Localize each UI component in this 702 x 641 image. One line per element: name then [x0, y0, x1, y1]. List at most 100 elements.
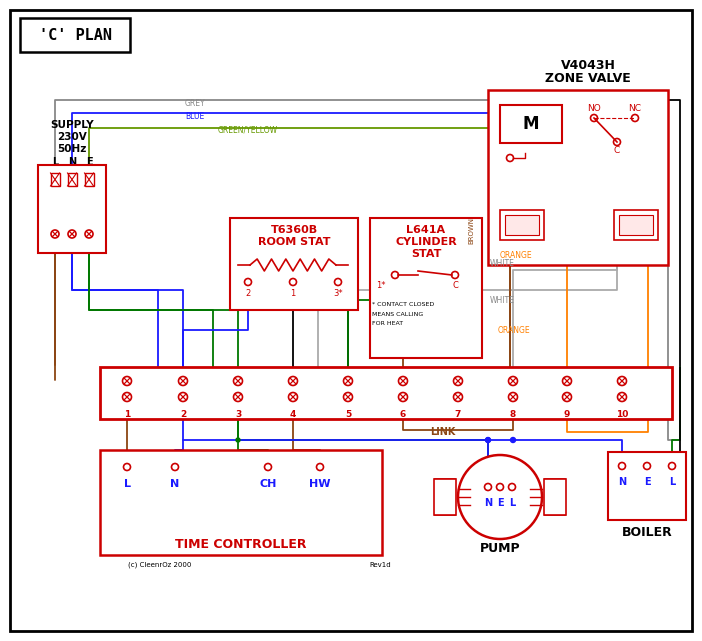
Circle shape [668, 463, 675, 469]
Text: C: C [452, 281, 458, 290]
Circle shape [236, 438, 240, 442]
Circle shape [562, 392, 571, 401]
Text: FOR HEAT: FOR HEAT [372, 320, 403, 326]
Text: GREY: GREY [185, 99, 206, 108]
Circle shape [85, 230, 93, 238]
Text: 4: 4 [290, 410, 296, 419]
Text: PUMP: PUMP [479, 542, 520, 556]
Circle shape [486, 438, 490, 442]
Text: L: L [669, 477, 675, 487]
Text: HW: HW [310, 479, 331, 489]
Circle shape [496, 483, 503, 490]
Text: BOILER: BOILER [622, 526, 673, 538]
FancyBboxPatch shape [100, 367, 672, 419]
Circle shape [234, 392, 242, 401]
FancyBboxPatch shape [434, 479, 456, 515]
Text: 3*: 3* [333, 288, 343, 297]
Text: 2: 2 [246, 288, 251, 297]
Text: ORANGE: ORANGE [500, 251, 533, 260]
Circle shape [618, 463, 625, 469]
Text: 50Hz: 50Hz [58, 144, 86, 154]
Text: 'C' PLAN: 'C' PLAN [39, 28, 112, 42]
Text: N: N [618, 477, 626, 487]
Text: L: L [52, 157, 58, 167]
Circle shape [486, 438, 491, 442]
FancyBboxPatch shape [100, 450, 382, 555]
Text: GREEN/YELLOW: GREEN/YELLOW [218, 126, 278, 135]
Circle shape [486, 438, 490, 442]
Circle shape [508, 376, 517, 385]
Text: E: E [644, 477, 650, 487]
Circle shape [507, 154, 513, 162]
FancyBboxPatch shape [544, 479, 566, 515]
FancyBboxPatch shape [370, 218, 482, 358]
Text: 9: 9 [564, 410, 570, 419]
FancyBboxPatch shape [230, 218, 358, 310]
Text: 1: 1 [124, 410, 130, 419]
Circle shape [68, 230, 76, 238]
Text: BROWN: BROWN [478, 222, 484, 249]
Text: ROOM STAT: ROOM STAT [258, 237, 330, 247]
Text: L: L [509, 498, 515, 508]
Circle shape [334, 278, 341, 285]
Circle shape [289, 392, 298, 401]
Text: CYLINDER: CYLINDER [395, 237, 457, 247]
FancyBboxPatch shape [614, 210, 658, 240]
FancyBboxPatch shape [608, 452, 686, 520]
Text: L: L [124, 479, 131, 489]
Text: N: N [484, 498, 492, 508]
Circle shape [51, 230, 59, 238]
Text: N: N [171, 479, 180, 489]
Circle shape [458, 455, 542, 539]
Circle shape [632, 115, 639, 122]
Circle shape [508, 483, 515, 490]
FancyBboxPatch shape [500, 105, 562, 143]
Text: 7: 7 [455, 410, 461, 419]
Text: 2: 2 [180, 410, 186, 419]
Text: E: E [497, 498, 503, 508]
Circle shape [618, 392, 626, 401]
Circle shape [508, 392, 517, 401]
Text: 230V: 230V [57, 132, 87, 142]
Circle shape [289, 278, 296, 285]
Circle shape [343, 376, 352, 385]
Text: M: M [523, 115, 539, 133]
Circle shape [171, 463, 178, 470]
Text: NO: NO [587, 103, 601, 113]
Text: 6: 6 [400, 410, 406, 419]
Text: CH: CH [259, 479, 277, 489]
Circle shape [486, 438, 490, 442]
Circle shape [123, 392, 131, 401]
Text: BROWN: BROWN [468, 217, 474, 244]
Text: WHITE: WHITE [490, 258, 515, 267]
Text: 8: 8 [510, 410, 516, 419]
Circle shape [510, 438, 515, 442]
Circle shape [618, 376, 626, 385]
Circle shape [453, 392, 463, 401]
Circle shape [614, 138, 621, 146]
FancyBboxPatch shape [500, 210, 544, 240]
Text: MEANS CALLING: MEANS CALLING [372, 312, 423, 317]
Circle shape [343, 392, 352, 401]
Text: * CONTACT CLOSED: * CONTACT CLOSED [372, 301, 435, 306]
Text: T6360B: T6360B [270, 225, 317, 235]
Text: 5: 5 [345, 410, 351, 419]
Circle shape [484, 483, 491, 490]
FancyBboxPatch shape [545, 479, 565, 515]
FancyBboxPatch shape [488, 90, 668, 265]
Circle shape [124, 463, 131, 470]
Circle shape [644, 463, 651, 469]
Bar [51, 173, 60, 186]
FancyBboxPatch shape [505, 215, 539, 235]
Text: N: N [68, 157, 76, 167]
Circle shape [178, 376, 187, 385]
Text: 1: 1 [291, 288, 296, 297]
Text: C: C [614, 146, 620, 154]
FancyBboxPatch shape [10, 10, 692, 631]
Circle shape [590, 115, 597, 122]
FancyBboxPatch shape [20, 18, 130, 52]
Bar [67, 173, 77, 186]
Text: 10: 10 [616, 410, 628, 419]
Circle shape [453, 376, 463, 385]
Text: ORANGE: ORANGE [498, 326, 531, 335]
